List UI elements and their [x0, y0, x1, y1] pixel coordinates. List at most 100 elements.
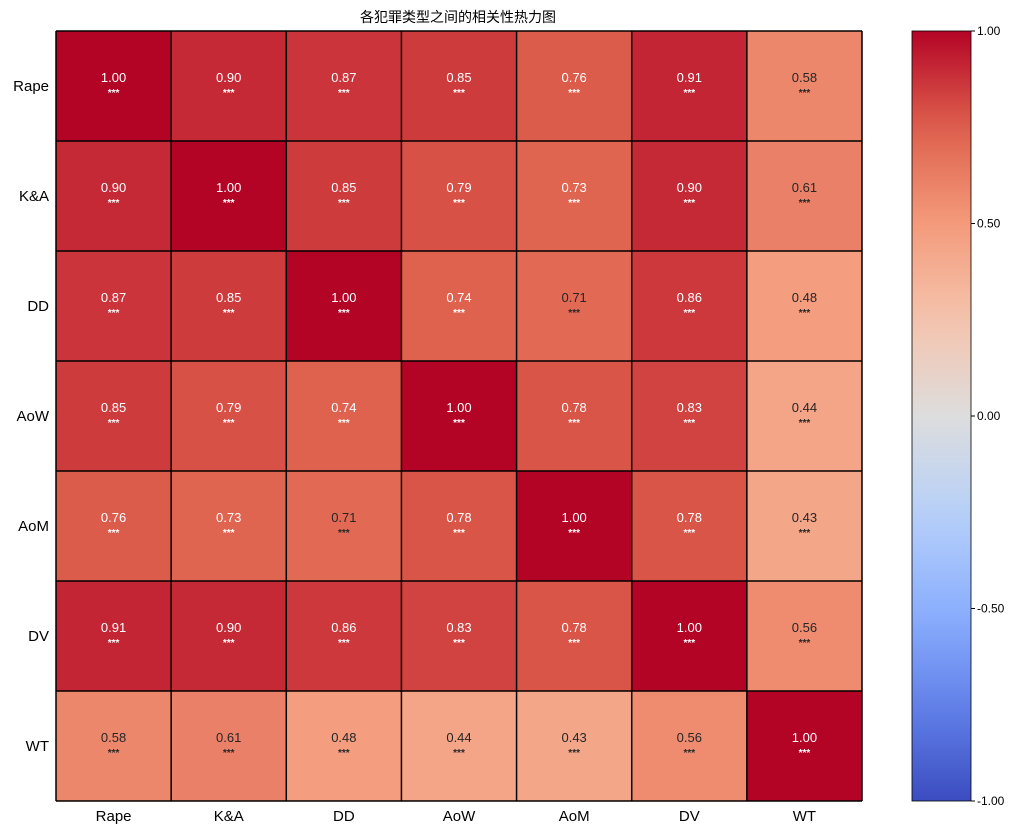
cell-value-label: 1.00	[446, 400, 471, 415]
heatmap-cell	[401, 581, 517, 691]
colorbar-tick-label: 0.00	[977, 409, 1001, 423]
heatmap-cell	[631, 581, 747, 691]
cell-significance-label: ***	[568, 88, 580, 99]
cell-value-label: 1.00	[792, 730, 817, 745]
heatmap-cell	[401, 691, 517, 801]
cell-value-label: 0.86	[677, 290, 702, 305]
heatmap-cells	[56, 31, 862, 801]
heatmap-cell	[286, 691, 402, 801]
cell-value-label: 0.83	[446, 620, 471, 635]
heatmap-cell	[286, 251, 402, 361]
colorbar-tick-label: -0.50	[977, 602, 1005, 616]
heatmap-cell	[746, 31, 862, 141]
heatmap-cell	[746, 141, 862, 251]
heatmap-cell	[286, 141, 402, 251]
cell-value-label: 0.90	[216, 620, 241, 635]
cell-value-label: 0.56	[677, 730, 702, 745]
cell-significance-label: ***	[568, 418, 580, 429]
cell-value-label: 0.58	[792, 70, 817, 85]
x-tick-label: DD	[333, 808, 355, 825]
cell-significance-label: ***	[453, 748, 465, 759]
heatmap-cell-labels: 1.00 *** 0.90 *** 0.87 *** 0.85 *** 0.76 *** 0.91 *…	[101, 70, 817, 759]
cell-value-label: 1.00	[677, 620, 702, 635]
cell-value-label: 0.73	[216, 510, 241, 525]
cell-value-label: 0.90	[216, 70, 241, 85]
cell-significance-label: ***	[568, 748, 580, 759]
cell-value-label: 0.48	[331, 730, 356, 745]
heatmap-cell	[171, 581, 287, 691]
chart-title: 各犯罪类型之间的相关性热力图	[360, 10, 556, 26]
cell-value-label: 0.76	[561, 70, 586, 85]
heatmap-cell	[171, 361, 287, 471]
heatmap-cell	[516, 361, 632, 471]
x-axis-tick-labels: Rape K&A DD AoW AoM DV WT	[96, 808, 816, 825]
heatmap-cell	[401, 31, 517, 141]
cell-value-label: 1.00	[331, 290, 356, 305]
heatmap-cell	[171, 31, 287, 141]
colorbar-tick-label: 1.00	[977, 24, 1001, 38]
cell-significance-label: ***	[683, 88, 695, 99]
cell-value-label: 0.85	[446, 70, 471, 85]
cell-significance-label: ***	[108, 748, 120, 759]
cell-significance-label: ***	[568, 528, 580, 539]
cell-significance-label: ***	[338, 88, 350, 99]
heatmap-cell	[631, 691, 747, 801]
colorbar: 1.00 0.50 0.00 -0.50 -1.00	[911, 24, 1005, 808]
cell-significance-label: ***	[108, 638, 120, 649]
heatmap-cell	[516, 141, 632, 251]
cell-significance-label: ***	[683, 308, 695, 319]
heatmap-cell	[746, 581, 862, 691]
y-tick-label: Rape	[13, 78, 49, 95]
cell-significance-label: ***	[799, 198, 811, 209]
heatmap-cell	[631, 471, 747, 581]
heatmap-cell	[516, 691, 632, 801]
cell-value-label: 0.79	[446, 180, 471, 195]
y-tick-label: AoW	[16, 408, 49, 425]
x-tick-label: AoM	[559, 808, 590, 825]
cell-significance-label: ***	[223, 308, 235, 319]
cell-value-label: 0.87	[101, 290, 126, 305]
heatmap-cell-borders	[55, 30, 863, 802]
heatmap-cell	[56, 581, 172, 691]
cell-value-label: 0.44	[446, 730, 471, 745]
cell-value-label: 0.78	[446, 510, 471, 525]
cell-value-label: 0.86	[331, 620, 356, 635]
cell-significance-label: ***	[453, 638, 465, 649]
cell-significance-label: ***	[338, 748, 350, 759]
cell-significance-label: ***	[799, 638, 811, 649]
cell-significance-label: ***	[453, 418, 465, 429]
cell-significance-label: ***	[338, 418, 350, 429]
cell-significance-label: ***	[108, 198, 120, 209]
cell-value-label: 0.71	[561, 290, 586, 305]
cell-value-label: 0.91	[677, 70, 702, 85]
heatmap-cell	[631, 361, 747, 471]
heatmap-cell	[56, 251, 172, 361]
cell-significance-label: ***	[683, 748, 695, 759]
cell-value-label: 0.48	[792, 290, 817, 305]
cell-significance-label: ***	[223, 528, 235, 539]
heatmap-cell	[746, 471, 862, 581]
cell-value-label: 0.43	[561, 730, 586, 745]
cell-significance-label: ***	[683, 198, 695, 209]
cell-significance-label: ***	[223, 418, 235, 429]
heatmap-cell	[286, 361, 402, 471]
cell-significance-label: ***	[108, 528, 120, 539]
cell-significance-label: ***	[799, 528, 811, 539]
cell-significance-label: ***	[223, 638, 235, 649]
heatmap-cell	[631, 31, 747, 141]
cell-value-label: 0.83	[677, 400, 702, 415]
cell-value-label: 0.87	[331, 70, 356, 85]
cell-value-label: 0.56	[792, 620, 817, 635]
cell-value-label: 0.78	[677, 510, 702, 525]
cell-significance-label: ***	[108, 418, 120, 429]
cell-significance-label: ***	[338, 198, 350, 209]
cell-value-label: 0.78	[561, 400, 586, 415]
heatmap-cell	[631, 141, 747, 251]
cell-value-label: 0.90	[101, 180, 126, 195]
cell-value-label: 0.74	[446, 290, 471, 305]
cell-value-label: 1.00	[561, 510, 586, 525]
heatmap-cell	[56, 691, 172, 801]
cell-significance-label: ***	[568, 198, 580, 209]
colorbar-gradient	[912, 31, 971, 801]
cell-significance-label: ***	[453, 88, 465, 99]
